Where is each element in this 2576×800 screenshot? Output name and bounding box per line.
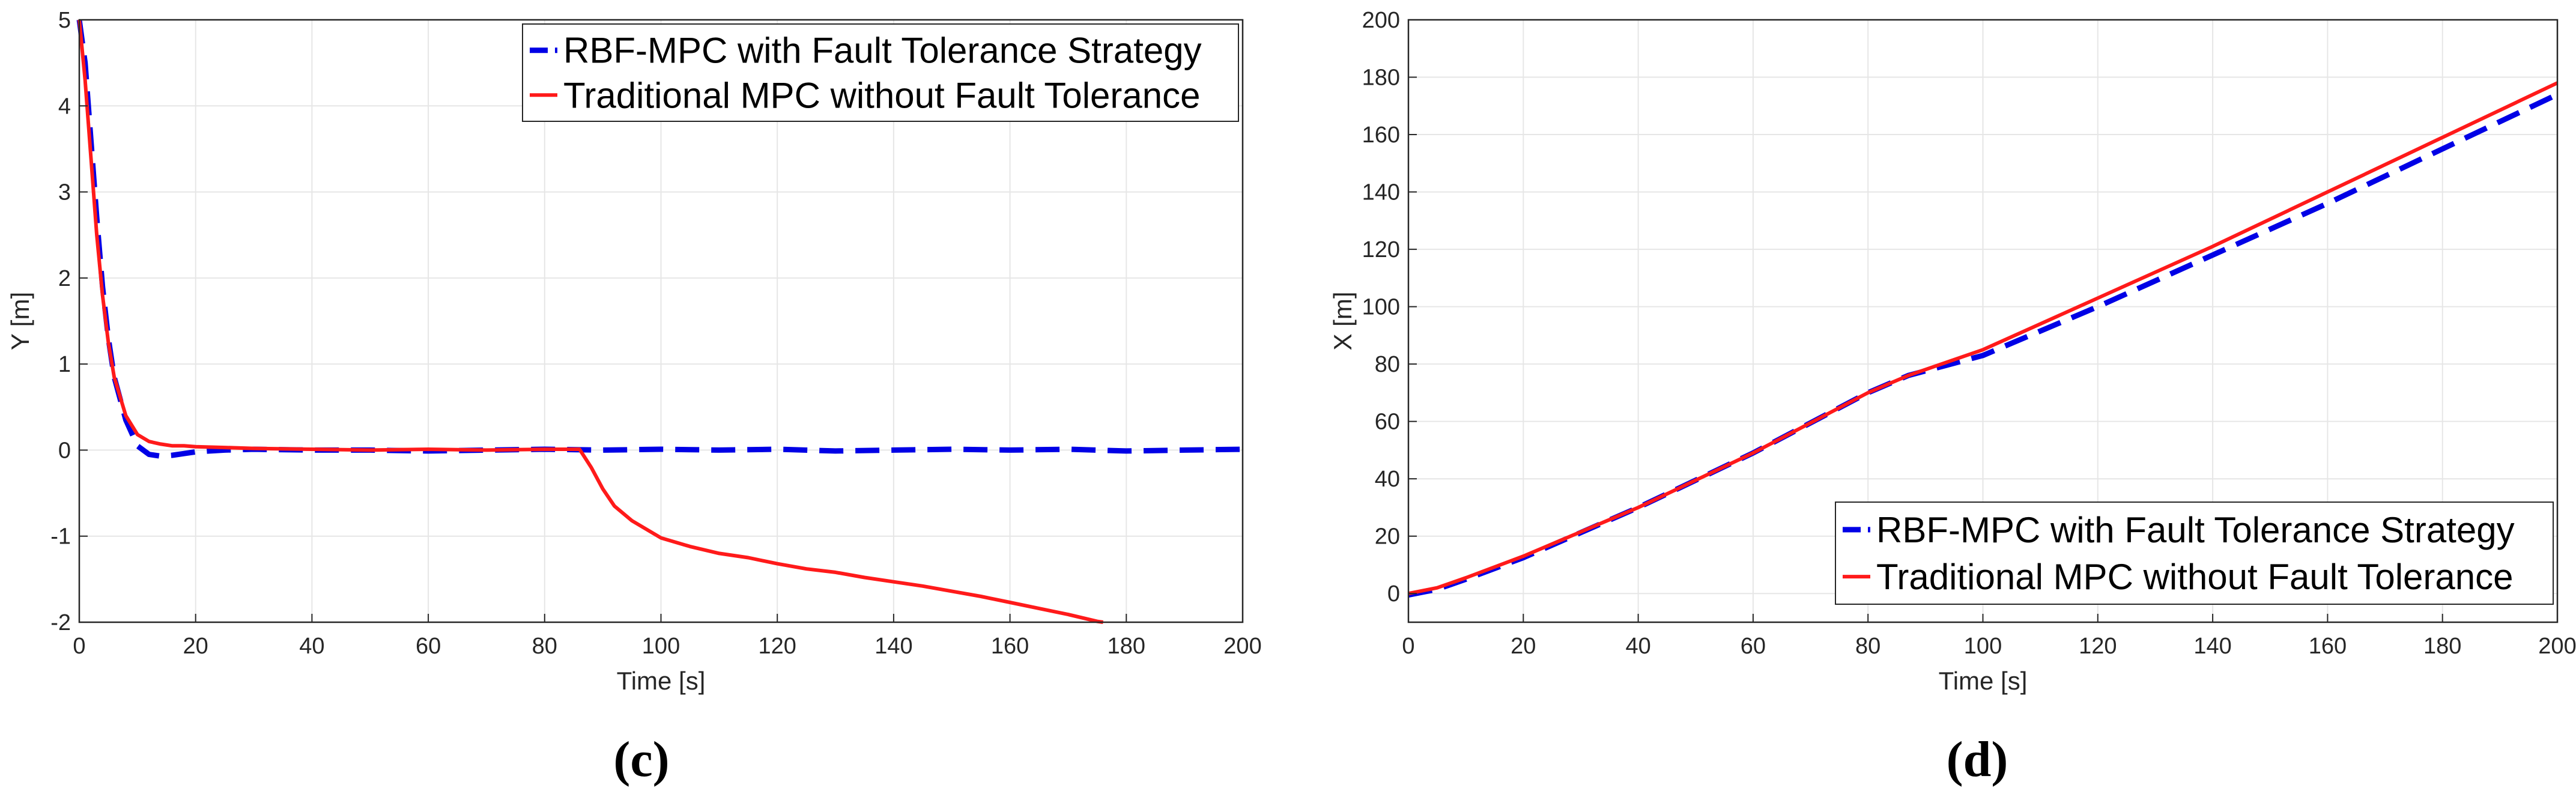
x-axis-label: Time [s] [1939,667,2028,695]
x-tick-label: 140 [2193,634,2231,659]
y-tick-label: 2 [58,266,71,291]
y-tick-label: 20 [1375,524,1400,550]
panel-label: (d) [1947,732,2008,787]
legend: RBF-MPC with Fault Tolerance Strategy Tra… [1835,502,2554,605]
x-tick-label: 100 [1964,634,2002,659]
legend-entry-traditional-mpc: Traditional MPC without Fault Tolerance [1876,557,2514,597]
legend-box [1835,502,2554,605]
x-tick-label: 0 [1402,634,1414,659]
y-tick-label: 100 [1362,295,1400,320]
series-line-traditional-mpc [1408,81,2559,596]
legend: RBF-MPC with Fault Tolerance StrategyTra… [522,23,1239,122]
y-tick-label: -2 [50,610,71,635]
y-tick-label: 120 [1362,237,1400,262]
x-tick-label: 120 [2079,634,2117,659]
x-tick-label: 80 [532,634,557,659]
y-tick-label: 5 [58,8,71,33]
legend-box [522,23,1239,122]
y-tick-label: 1 [58,352,71,377]
x-tick-label: 200 [2538,634,2576,659]
y-tick-label: 160 [1362,123,1400,148]
y-tick-label: 4 [58,94,71,119]
y-tick-label: 200 [1362,8,1400,33]
y-axis-label: X [m] [1329,291,1357,350]
y-tick-label: 40 [1375,467,1400,492]
y-tick-label: 80 [1375,352,1400,377]
x-tick-label: 60 [1741,634,1766,659]
x-tick-label: 60 [416,634,441,659]
x-tick-label: 180 [2423,634,2461,659]
x-tick-label: 40 [1625,634,1650,659]
y-tick-label: 180 [1362,65,1400,91]
x-axis-label: Time [s] [617,667,706,695]
x-tick-label: 180 [1108,634,1145,659]
series-line-traditional-mpc [77,19,1104,624]
y-tick-label: 0 [1387,581,1400,607]
x-tick-label: 80 [1855,634,1880,659]
legend-entry-traditional-mpc: Traditional MPC without Fault Tolerance [563,75,1201,115]
chart-panel-d: 0 20 40 60 80 100 120 140 160 180 200 0 20 40 60 80 100 1… [1329,8,2576,787]
x-tick-label: 40 [299,634,324,659]
y-tick-label: 0 [58,438,71,463]
x-tick-label: 120 [758,634,796,659]
y-tick-label: 3 [58,180,71,205]
x-tick-label: 160 [991,634,1029,659]
legend-entry-rbf-mpc: RBF-MPC with Fault Tolerance Strategy [1876,510,2515,550]
panel-label: (c) [613,732,669,787]
y-axis-label: Y [m] [6,292,34,350]
x-tick-label: 200 [1223,634,1261,659]
y-tick-label: 60 [1375,410,1400,435]
x-tick-label: 160 [2309,634,2347,659]
x-tick-label: 0 [73,634,85,659]
chart-panel-c: 0 20 40 60 80 100 120 140 160 180 200 -2 -1 0 1 2 3 4 5 Tim… [6,8,1262,787]
x-tick-label: 140 [874,634,912,659]
x-tick-label: 100 [642,634,680,659]
y-tick-label: 140 [1362,180,1400,205]
legend-entry-rbf-mpc: RBF-MPC with Fault Tolerance Strategy [563,31,1202,71]
y-tick-label: -1 [50,524,71,550]
x-tick-label: 20 [183,634,208,659]
x-tick-label: 20 [1511,634,1536,659]
